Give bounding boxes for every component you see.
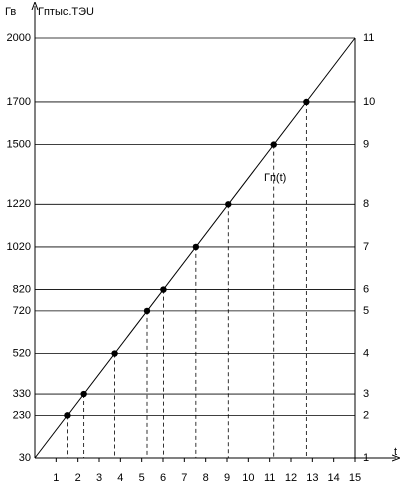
- point: [192, 243, 200, 251]
- x-tick-label: 6: [160, 472, 166, 484]
- x-tick-label: 3: [96, 472, 102, 484]
- x-tick-label: 13: [306, 472, 318, 484]
- point: [303, 98, 310, 106]
- y2-tick-label: 3: [363, 388, 369, 400]
- point: [64, 412, 71, 419]
- y-tick-label: 1500: [7, 139, 31, 151]
- x-tick-label: 12: [285, 472, 297, 484]
- y-tick-label: 820: [13, 283, 31, 295]
- y-tick-label: 30: [19, 452, 31, 464]
- chart-title: Гв: [5, 6, 16, 18]
- y-tick-label: 1220: [7, 198, 31, 210]
- point: [111, 350, 118, 357]
- y-tick-label: 330: [13, 388, 31, 400]
- y2-tick-label: 2: [363, 409, 369, 421]
- y-axis-label: Гптыс.ТЭU: [38, 6, 94, 18]
- y2-tick-label: 6: [363, 283, 369, 295]
- y-tick-label: 1020: [7, 241, 31, 253]
- x-tick-label: 2: [75, 472, 81, 484]
- x-tick-label: 15: [349, 472, 361, 484]
- point: [270, 141, 277, 148]
- x-tick-label: 7: [181, 472, 187, 484]
- x-tick-label: 4: [117, 472, 123, 484]
- x-tick-label: 14: [328, 472, 340, 484]
- y2-tick-label: 7: [363, 241, 369, 253]
- x-tick-label: 10: [242, 472, 254, 484]
- point: [225, 201, 232, 208]
- y-tick-label: 1700: [7, 96, 31, 108]
- y-tick-label: 2000: [7, 32, 31, 44]
- point: [143, 307, 151, 315]
- x-axis-label: t: [394, 446, 397, 458]
- y2-tick-label: 11: [363, 32, 374, 44]
- y-tick-label: 720: [13, 305, 31, 317]
- y2-tick-label: 9: [363, 139, 369, 151]
- point: [80, 390, 87, 398]
- point: [160, 286, 167, 293]
- x-tick-label: 5: [139, 472, 145, 484]
- x-tick-label: 1: [53, 472, 59, 484]
- y2-tick-label: 1: [363, 452, 369, 464]
- y2-tick-label: 10: [363, 96, 375, 108]
- x-tick-label: 8: [203, 472, 209, 484]
- annotation: Гп(t): [264, 172, 286, 184]
- x-tick-label: 9: [224, 472, 230, 484]
- y2-tick-label: 5: [363, 305, 369, 317]
- y-tick-label: 520: [13, 347, 31, 359]
- y2-tick-label: 4: [363, 347, 369, 359]
- y-tick-label: 230: [13, 409, 31, 421]
- x-tick-label: 11: [264, 472, 275, 484]
- y2-tick-label: 8: [363, 198, 369, 210]
